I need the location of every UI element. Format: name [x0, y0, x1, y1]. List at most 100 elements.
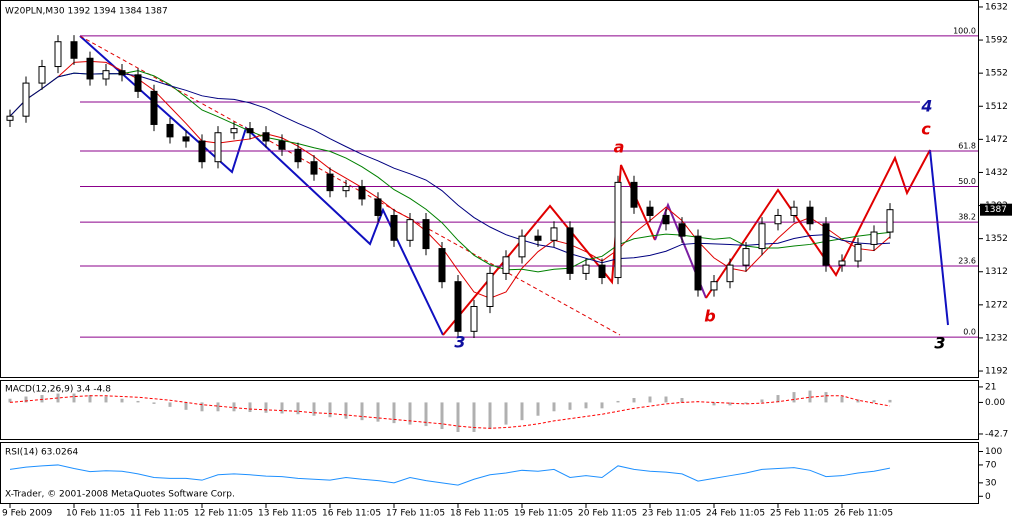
candle-body — [854, 243, 862, 262]
x-tick-label: 25 Feb 11:05 — [770, 509, 829, 519]
rsi-title: RSI(14) 63.0264 — [5, 448, 78, 458]
wave-label: 4 — [920, 97, 932, 116]
current-price: 1387 — [984, 205, 1007, 215]
candle-body — [518, 235, 526, 258]
copyright: X-Trader, © 2001-2008 MetaQuotes Softwar… — [5, 490, 235, 500]
signal-line — [9, 395, 891, 429]
candle-body — [486, 272, 494, 307]
candle-body — [278, 140, 286, 150]
candle-body — [358, 186, 366, 200]
candle-body — [678, 223, 686, 237]
y-tick-label: 1352 — [985, 234, 1008, 244]
candle-body — [806, 206, 814, 225]
candle-body — [134, 74, 142, 92]
y-tick-label: -42.7 — [985, 429, 1008, 439]
candle-body — [198, 140, 206, 163]
candle-body — [614, 181, 622, 279]
y-tick-label: 21 — [985, 382, 996, 392]
candle-body — [838, 260, 846, 266]
fib-label: 23.6 — [958, 256, 976, 265]
candle-body — [70, 41, 78, 59]
candle-body — [774, 214, 782, 225]
fib-label: 100.0 — [953, 26, 976, 35]
candle-body — [102, 70, 110, 80]
candle-body — [502, 256, 510, 274]
candle-body — [646, 206, 654, 216]
candle-body — [310, 161, 318, 175]
y-tick-label: 1272 — [985, 300, 1008, 310]
y-tick-label: 70 — [985, 460, 997, 470]
y-tick-label: 1632 — [985, 2, 1008, 12]
y-tick-label: 1512 — [985, 102, 1008, 112]
y-tick-label: 1192 — [985, 367, 1008, 377]
candle-body — [694, 235, 702, 291]
x-tick-label: 20 Feb 11:05 — [578, 509, 637, 519]
candle-body — [374, 198, 382, 216]
x-tick-label: 23 Feb 11:05 — [642, 509, 701, 519]
wave-label: c — [921, 120, 931, 139]
x-tick-label: 24 Feb 11:05 — [706, 509, 765, 519]
candle-body — [662, 214, 670, 225]
candle-body — [726, 264, 734, 283]
x-tick-label: 11 Feb 11:05 — [130, 509, 189, 519]
x-tick-label: 13 Feb 11:05 — [258, 509, 317, 519]
x-tick-label: 26 Feb 11:05 — [834, 509, 893, 519]
x-tick-label: 18 Feb 11:05 — [450, 509, 509, 519]
candle-body — [406, 219, 414, 241]
candle-body — [294, 148, 302, 163]
y-tick-label: 1552 — [985, 69, 1008, 79]
price-panel — [0, 0, 979, 378]
candle-body — [422, 219, 430, 250]
candle-body — [886, 209, 894, 233]
y-tick-label: 0.00 — [985, 398, 1005, 408]
candle-body — [598, 264, 606, 279]
wave-purple — [654, 202, 707, 299]
fib-label: 61.8 — [958, 141, 976, 150]
fib-label: 38.2 — [958, 213, 976, 222]
y-tick-label: 30 — [985, 478, 997, 488]
candle-body — [630, 181, 638, 208]
wave-label: 3 — [934, 334, 945, 353]
wave-red-2 — [705, 149, 931, 299]
fib-label: 50.0 — [958, 177, 976, 186]
candle-body — [86, 57, 94, 80]
candle-body — [182, 136, 190, 142]
candle-body — [822, 223, 830, 266]
x-tick-label: 9 Feb 2009 — [2, 509, 53, 519]
candle-body — [342, 186, 350, 192]
candle-body — [118, 70, 126, 76]
candle-body — [166, 123, 174, 138]
candle-body — [438, 248, 446, 283]
y-tick-label: 1592 — [985, 36, 1008, 46]
candle-body — [230, 128, 238, 134]
moving-average — [9, 70, 891, 273]
candle-body — [262, 132, 270, 142]
y-tick-label: 1472 — [985, 135, 1008, 145]
candle-body — [54, 41, 62, 68]
chart-title: W20PLN,M30 1392 1394 1384 1387 — [5, 7, 168, 17]
candle-body — [214, 132, 222, 163]
candle-body — [742, 248, 750, 266]
candle-body — [246, 128, 254, 134]
y-tick-label: 1312 — [985, 267, 1008, 277]
wave-label: b — [704, 307, 715, 326]
wave-label: a — [614, 138, 625, 157]
macd-title: MACD(12,26,9) 3.4 -4.8 — [5, 385, 111, 395]
candle-body — [566, 227, 574, 274]
y-tick-label: 0 — [985, 492, 991, 502]
wave-label: 3 — [454, 333, 465, 352]
candle-body — [470, 305, 478, 332]
candle-body — [150, 90, 158, 125]
x-tick-label: 10 Feb 11:05 — [66, 509, 125, 519]
wave-blue-2 — [929, 149, 949, 326]
candle-body — [6, 115, 14, 121]
fib-label: 0.0 — [963, 328, 976, 337]
candle-body — [22, 82, 30, 117]
candle-body — [582, 264, 590, 274]
candle-body — [390, 214, 398, 241]
candle-body — [38, 66, 46, 84]
y-tick-label: 1432 — [985, 168, 1008, 178]
x-tick-label: 12 Feb 11:05 — [194, 509, 253, 519]
candle-body — [790, 206, 798, 216]
